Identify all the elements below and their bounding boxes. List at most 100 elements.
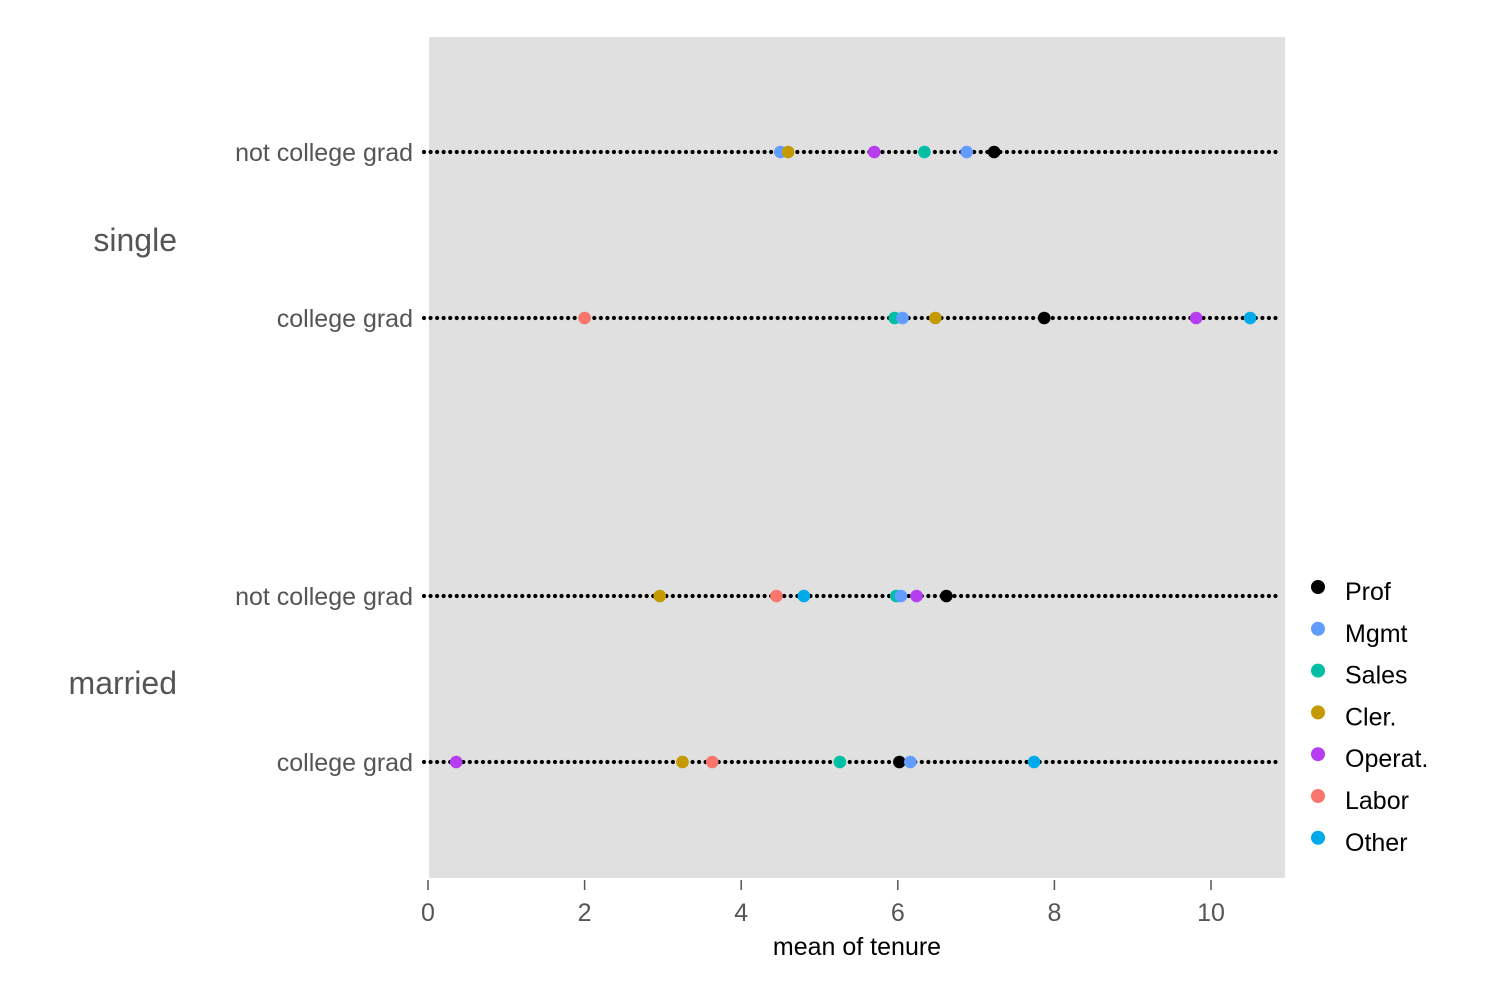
guide-dot: [873, 759, 879, 765]
guide-dot: [539, 759, 545, 765]
guide-dot: [1031, 149, 1036, 155]
guide-dot: [1260, 149, 1265, 155]
guide-dot: [998, 315, 1003, 321]
guide-dot: [651, 315, 656, 321]
guide-dot: [808, 315, 813, 321]
guide-dot: [1116, 759, 1121, 765]
guide-dot: [1221, 759, 1226, 765]
guide-dot: [828, 759, 833, 765]
guide-dot: [487, 315, 492, 321]
point-sales-row-0: [918, 145, 931, 159]
row-guide-line-3: [421, 759, 1278, 765]
guide-dot: [533, 593, 538, 599]
guide-dot: [959, 593, 964, 599]
guide-dot: [1024, 759, 1029, 765]
guide-dot: [1004, 593, 1010, 599]
point-other-row-3: [1027, 755, 1041, 769]
guide-dot: [1063, 315, 1068, 321]
guide-dot: [1070, 759, 1075, 765]
guide-dot: [755, 759, 761, 765]
guide-dot: [1227, 593, 1232, 599]
guide-dot: [729, 593, 734, 599]
guide-dot: [1273, 593, 1278, 599]
guide-dot: [1260, 759, 1265, 765]
guide-dot: [1031, 315, 1036, 321]
guide-dot: [683, 593, 689, 599]
guide-dot: [421, 315, 427, 321]
guide-dot: [651, 149, 656, 155]
guide-dot: [1234, 149, 1239, 155]
guide-dot: [1004, 149, 1010, 155]
guide-dot: [579, 759, 584, 765]
guide-dot: [493, 315, 499, 321]
guide-dot: [762, 759, 767, 765]
legend-label-other: Other: [1345, 829, 1408, 857]
guide-dot: [952, 593, 957, 599]
guide-dot: [1090, 315, 1095, 321]
guide-dot: [631, 149, 636, 155]
guide-dot: [1240, 759, 1245, 765]
guide-dot: [749, 759, 754, 765]
guide-dot: [1109, 593, 1114, 599]
guide-dot: [1037, 593, 1042, 599]
guide-dot: [985, 315, 990, 321]
guide-dot: [736, 315, 741, 321]
guide-dot: [1109, 149, 1114, 155]
guide-dot: [1142, 759, 1147, 765]
guide-dot: [854, 315, 859, 321]
guide-dot: [742, 315, 748, 321]
guide-dot: [834, 593, 839, 599]
guide-dot: [520, 149, 525, 155]
guide-dot: [1057, 759, 1062, 765]
guide-dot: [1234, 315, 1239, 321]
guide-dot: [1096, 593, 1101, 599]
guide-dot: [1221, 315, 1226, 321]
guide-dot: [978, 759, 983, 765]
guide-dot: [1031, 593, 1036, 599]
guide-dot: [585, 149, 590, 155]
legend-item-prof: Prof: [1311, 578, 1391, 606]
point-prof-row-2: [940, 589, 953, 603]
guide-dot: [480, 315, 486, 321]
guide-dot: [991, 315, 996, 321]
guide-dot: [500, 593, 505, 599]
guide-dot: [624, 149, 630, 155]
guide-dot: [1063, 593, 1068, 599]
guide-dot: [1076, 759, 1082, 765]
guide-dot: [428, 759, 433, 765]
guide-dot: [697, 315, 702, 321]
guide-dot: [762, 149, 767, 155]
guide-dot: [854, 593, 859, 599]
guide-dot: [828, 593, 833, 599]
guide-dot: [598, 315, 603, 321]
x-tick-label-4: 4: [734, 899, 748, 927]
guide-dot: [1122, 593, 1127, 599]
guide-dot: [1057, 149, 1062, 155]
guide-dot: [1168, 149, 1173, 155]
guide-dot: [546, 593, 551, 599]
guide-dot: [841, 149, 846, 155]
guide-dot: [592, 593, 597, 599]
guide-dot: [716, 149, 721, 155]
guide-dot: [1083, 593, 1088, 599]
guide-dot: [854, 759, 859, 765]
guide-dot: [972, 759, 977, 765]
guide-dot: [552, 759, 558, 765]
guide-dot: [598, 593, 603, 599]
guide-dot: [1234, 593, 1239, 599]
guide-dot: [474, 149, 479, 155]
guide-dot: [1004, 759, 1010, 765]
guide-dot: [1135, 149, 1141, 155]
guide-dot: [611, 149, 617, 155]
guide-dot: [847, 315, 852, 321]
guide-dot: [631, 593, 636, 599]
guide-dot: [631, 759, 636, 765]
guide-dot: [1266, 759, 1272, 765]
guide-dot: [1103, 593, 1108, 599]
guide-dot: [690, 593, 695, 599]
guide-dot: [1076, 149, 1082, 155]
guide-dot: [808, 759, 813, 765]
guide-dot: [644, 593, 649, 599]
legend-item-cler: Cler.: [1311, 703, 1396, 731]
guide-dot: [854, 149, 859, 155]
